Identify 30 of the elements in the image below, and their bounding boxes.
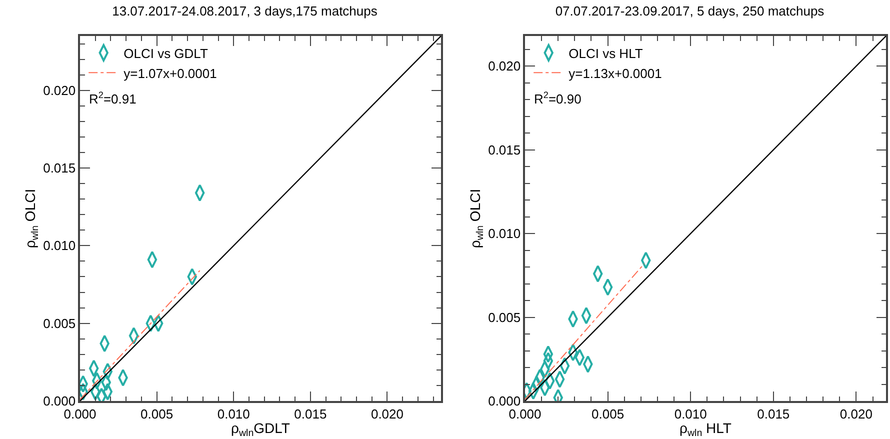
- y-tick-label: 0.010: [43, 238, 76, 254]
- y-tick-label: 0.000: [43, 394, 76, 409]
- x-axis-title: ρ$_{wln}$GDLT: [231, 420, 290, 439]
- x-tick-label: 0.000: [508, 406, 542, 422]
- x-axis-title: ρ$_{wln}$ HLT: [680, 420, 732, 439]
- chart-title: 07.07.2017-23.09.2017, 5 days, 250 matchups: [555, 4, 825, 19]
- x-tick-label: 0.020: [840, 406, 872, 422]
- legend-label: y=1.13x+0.0001: [568, 66, 662, 81]
- x-tick-label: 0.005: [592, 406, 624, 422]
- legend-label: y=1.07x+0.0001: [124, 66, 217, 81]
- x-tick-label: 0.010: [217, 406, 250, 422]
- y-tick-label: 0.010: [488, 226, 521, 242]
- x-tick-label: 0.005: [140, 406, 174, 422]
- y-tick-label: 0.015: [43, 160, 76, 176]
- legend-label: OLCI vs GDLT: [124, 46, 208, 61]
- annotation: R$^{2}$=0.90: [534, 90, 582, 106]
- x-tick-label: 0.020: [370, 406, 404, 422]
- annotation: R$^{2}$=0.91: [89, 90, 136, 106]
- y-tick-label: 0.020: [43, 82, 76, 98]
- y-tick-label: 0.000: [488, 394, 521, 409]
- x-tick-label: 0.015: [757, 406, 790, 422]
- y-tick-label: 0.005: [488, 310, 521, 325]
- y-tick-label: 0.005: [43, 316, 76, 331]
- x-tick-label: 0.015: [294, 406, 327, 422]
- y-tick-label: 0.020: [488, 58, 521, 74]
- y-tick-label: 0.015: [488, 142, 521, 158]
- x-tick-label: 0.010: [674, 406, 707, 422]
- chart-title: 13.07.2017-24.08.2017, 3 days,175 matchups: [112, 4, 378, 19]
- legend-label: OLCI vs HLT: [568, 46, 643, 61]
- x-tick-label: 0.000: [64, 406, 96, 422]
